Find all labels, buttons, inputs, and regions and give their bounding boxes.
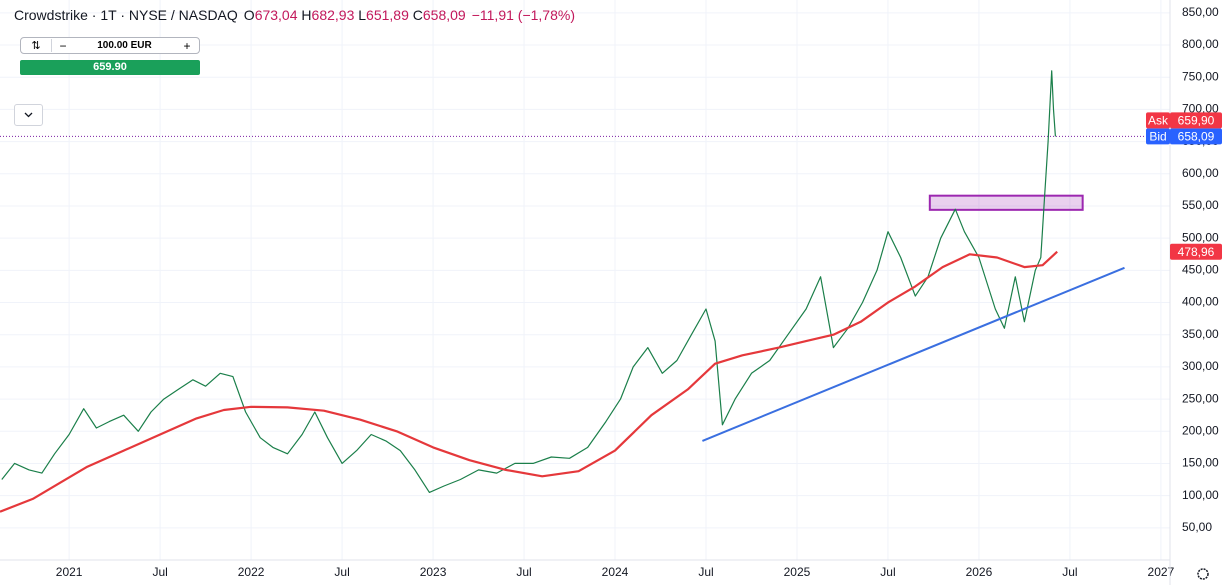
switch-button[interactable]: ⇅ (21, 39, 52, 52)
y-tick-label: 750,00 (1182, 69, 1219, 83)
buy-button[interactable]: 659.90 (20, 60, 200, 75)
ohlc: O673,04 H682,93 L651,89 C658,09 (244, 7, 466, 23)
y-tick-label: 200,00 (1182, 423, 1219, 437)
y-tick-label: 150,00 (1182, 456, 1219, 470)
y-tick-label: 500,00 (1182, 230, 1219, 244)
y-tick-label: 100,00 (1182, 488, 1219, 502)
ohlc-value: 682,93 (311, 7, 355, 23)
y-tick-label: 300,00 (1182, 359, 1219, 373)
y-tick-label: 800,00 (1182, 37, 1219, 51)
price-marker-label: 478,96 (1178, 245, 1215, 259)
ohlc-key: L (358, 7, 367, 23)
quantity-widget: ⇅ − 100.00 EUR + (20, 37, 200, 54)
price-marker (1170, 112, 1222, 129)
x-tick-label: Jul (698, 565, 713, 579)
price-marker (1170, 243, 1222, 260)
y-tick-label: 250,00 (1182, 391, 1219, 405)
price-marker-label: 658,09 (1178, 130, 1215, 144)
price-line (1, 70, 1056, 493)
x-tick-label: Jul (1062, 565, 1077, 579)
x-tick-label: Jul (152, 565, 167, 579)
y-tick-label: 600,00 (1182, 166, 1219, 180)
x-tick-label: 2023 (420, 565, 447, 579)
dropdown-button[interactable] (14, 104, 43, 126)
change: −11,91 (−1,78%) (471, 7, 575, 23)
trend-line (702, 266, 1125, 442)
settings-icon (1197, 568, 1209, 580)
x-tick-label: 2021 (56, 565, 83, 579)
chevron-icon (24, 112, 33, 118)
price-marker (1170, 128, 1222, 145)
x-tick-label: 2022 (238, 565, 265, 579)
y-tick-label: 850,00 (1182, 5, 1219, 19)
moving-average-line (0, 250, 1058, 513)
ohlc-value: 658,09 (422, 7, 466, 23)
x-tick-label: Jul (334, 565, 349, 579)
symbol-title: Crowdstrike · 1T · NYSE / NASDAQ (14, 7, 238, 23)
plus-button[interactable]: + (183, 38, 191, 53)
y-tick-label: 700,00 (1182, 102, 1219, 116)
price-marker-tag (1146, 128, 1170, 145)
price-marker-name: Bid (1149, 130, 1166, 144)
price-marker-label: 659,90 (1178, 114, 1215, 128)
ohlc-value: 651,89 (366, 7, 409, 23)
x-tick-label: 2024 (602, 565, 629, 579)
zone (928, 194, 1084, 211)
y-tick-label: 50,00 (1182, 520, 1212, 534)
minus-button[interactable]: − (59, 38, 67, 53)
y-tick-label: 450,00 (1182, 263, 1219, 277)
quantity[interactable]: 100.00 EUR (97, 40, 152, 51)
ohlc-key: C (412, 7, 423, 23)
y-tick-label: 400,00 (1182, 295, 1219, 309)
ohlc-value: 673,04 (254, 7, 298, 23)
x-tick-label: 2025 (784, 565, 811, 579)
price-marker-name: Ask (1148, 114, 1169, 128)
header: Crowdstrike · 1T · NYSE / NASDAQ O673,04… (14, 7, 575, 23)
x-tick-label: Jul (880, 565, 895, 579)
ohlc-key: O (243, 7, 255, 23)
ohlc-key: H (301, 7, 312, 23)
x-tick-label: 2027 (1148, 565, 1175, 579)
x-tick-label: Jul (516, 565, 531, 579)
price-marker-tag (1146, 112, 1170, 129)
y-tick-label: 350,00 (1182, 327, 1219, 341)
y-tick-label: 550,00 (1182, 198, 1219, 212)
x-tick-label: 2026 (966, 565, 993, 579)
